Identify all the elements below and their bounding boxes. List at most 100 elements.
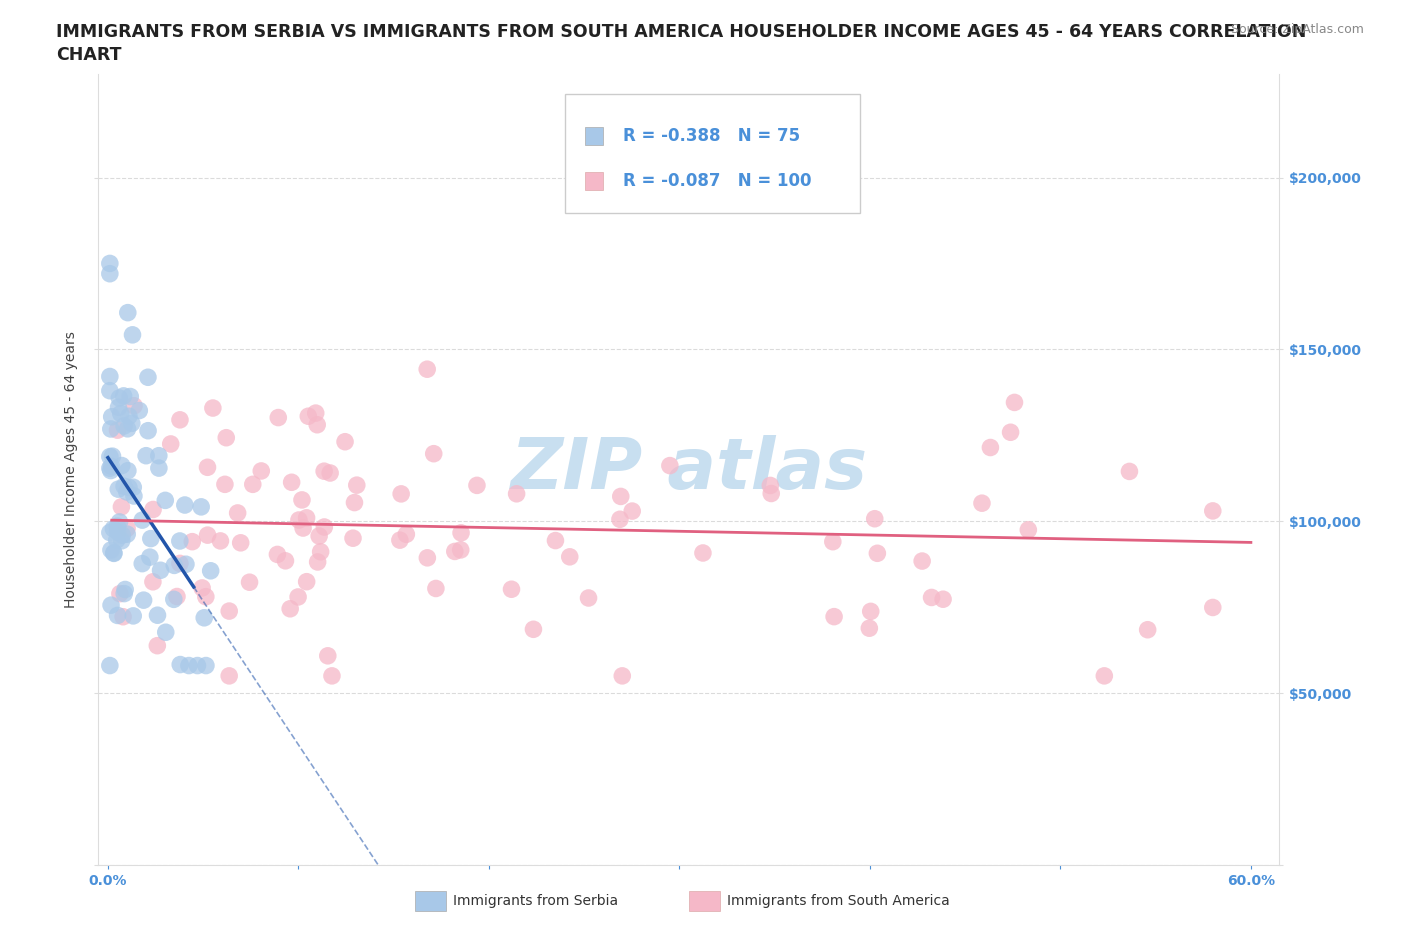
Point — [122, 608, 145, 623]
Point — [314, 464, 336, 479]
Point — [214, 477, 236, 492]
Point — [142, 502, 165, 517]
Point — [274, 553, 297, 568]
Point — [100, 463, 122, 478]
Point — [103, 522, 125, 537]
Point — [316, 648, 339, 663]
Point — [107, 482, 129, 497]
Point — [146, 638, 169, 653]
Point — [295, 574, 318, 589]
Point — [131, 512, 153, 527]
Point — [118, 480, 141, 495]
Text: R = -0.388   N = 75: R = -0.388 N = 75 — [623, 127, 800, 145]
Text: Immigrants from Serbia: Immigrants from Serbia — [453, 894, 617, 909]
Point — [292, 521, 315, 536]
Point — [98, 658, 121, 673]
Point — [821, 534, 844, 549]
Point — [612, 669, 634, 684]
Point — [169, 412, 191, 427]
Point — [186, 658, 208, 673]
Point — [544, 533, 567, 548]
Point — [450, 525, 472, 540]
Point — [98, 369, 121, 384]
Point — [120, 389, 142, 404]
Point — [288, 512, 311, 527]
Point — [142, 575, 165, 590]
Point — [911, 553, 934, 568]
Point — [159, 436, 181, 451]
Point — [307, 418, 329, 432]
Point — [146, 608, 169, 623]
Point — [103, 546, 125, 561]
Point — [761, 486, 783, 501]
Point — [346, 478, 368, 493]
Point — [121, 416, 143, 431]
Point — [107, 423, 129, 438]
Point — [132, 592, 155, 607]
Point — [98, 449, 121, 464]
FancyBboxPatch shape — [565, 94, 860, 213]
Point — [610, 489, 633, 504]
Point — [425, 581, 447, 596]
Point — [197, 459, 219, 474]
Point — [200, 564, 222, 578]
Point — [319, 466, 342, 481]
Point — [343, 495, 366, 510]
Point — [98, 383, 121, 398]
Point — [169, 556, 191, 571]
FancyBboxPatch shape — [585, 172, 603, 190]
Point — [201, 401, 224, 416]
Point — [522, 622, 544, 637]
Point — [117, 305, 139, 320]
Point — [190, 499, 212, 514]
Point — [155, 493, 177, 508]
Text: Immigrants from South America: Immigrants from South America — [727, 894, 949, 909]
Point — [136, 370, 159, 385]
Point — [658, 458, 681, 473]
Point — [194, 590, 217, 604]
Point — [342, 531, 364, 546]
Point — [759, 478, 782, 493]
Point — [121, 327, 143, 342]
Point — [108, 514, 131, 529]
Point — [692, 546, 714, 561]
Point — [112, 609, 135, 624]
Point — [107, 608, 129, 623]
Point — [287, 590, 309, 604]
Point — [932, 591, 955, 606]
Point — [117, 463, 139, 478]
Point — [112, 418, 135, 433]
Point — [173, 498, 195, 512]
Point — [823, 609, 845, 624]
Point — [98, 525, 121, 540]
Point — [98, 460, 121, 475]
Point — [110, 406, 132, 421]
Point — [193, 610, 215, 625]
Point — [612, 136, 634, 151]
Point — [108, 586, 131, 601]
Point — [163, 591, 186, 606]
Point — [250, 463, 273, 478]
Point — [166, 589, 188, 604]
Point — [321, 669, 343, 684]
Point — [174, 557, 197, 572]
Point — [177, 658, 200, 673]
Point — [333, 434, 356, 449]
Point — [148, 460, 170, 475]
Point — [100, 409, 122, 424]
Point — [621, 504, 644, 519]
Point — [139, 550, 162, 565]
Point — [148, 448, 170, 463]
Point — [107, 525, 129, 539]
Point — [921, 590, 943, 604]
Point — [111, 527, 134, 542]
Point — [389, 486, 412, 501]
Point — [1000, 425, 1022, 440]
Point — [859, 604, 882, 618]
Point — [100, 421, 122, 436]
Point — [970, 496, 993, 511]
Point — [505, 486, 527, 501]
Point — [291, 493, 314, 508]
Point — [115, 526, 138, 541]
Point — [1092, 669, 1115, 684]
